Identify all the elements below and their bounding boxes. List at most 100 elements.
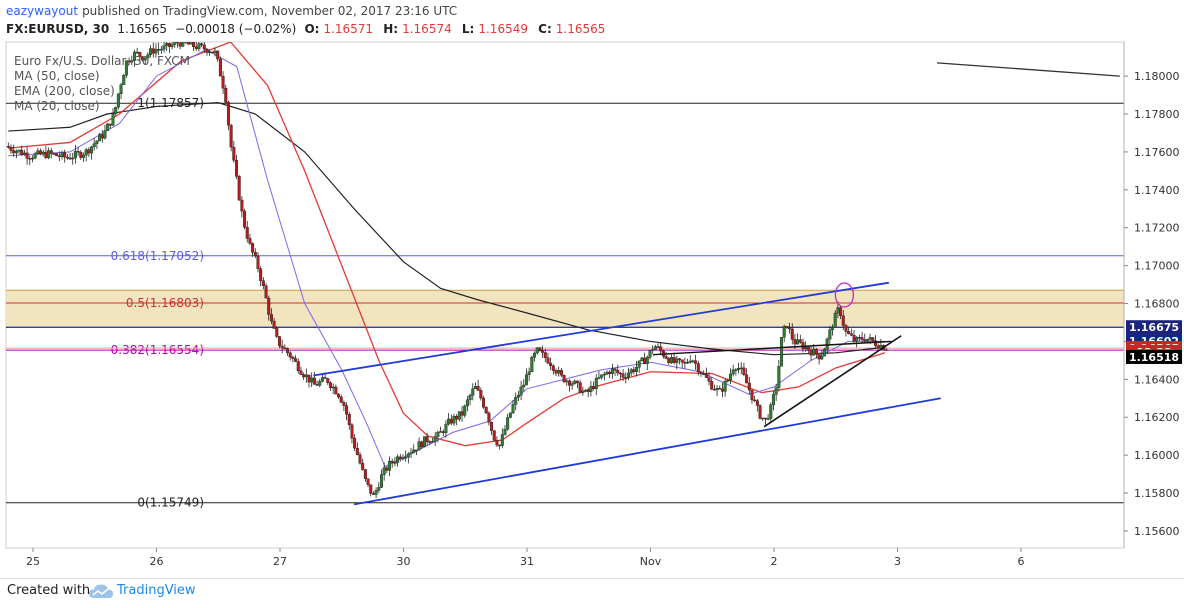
publish-line: eazywayout published on TradingView.com, … xyxy=(6,4,457,18)
candle-body xyxy=(782,325,786,338)
candle-body xyxy=(428,441,432,444)
candle-body xyxy=(737,368,741,370)
candle-body xyxy=(761,417,765,420)
price-tag-0: 1.16675 xyxy=(1126,320,1182,335)
candle-body xyxy=(683,362,687,364)
candle-body xyxy=(554,370,558,374)
tradingview-link[interactable]: TradingView xyxy=(117,583,196,598)
y-tick-label-9: 1.17400 xyxy=(1134,184,1180,197)
legend-ma50[interactable]: MA (50, close) xyxy=(14,69,100,83)
candle-body xyxy=(500,434,504,446)
candle-body xyxy=(753,399,757,402)
candle-body xyxy=(197,43,201,49)
candle-body xyxy=(232,146,236,161)
candle-body xyxy=(651,349,655,351)
candle-body xyxy=(729,373,733,381)
low-label: L: xyxy=(461,22,475,36)
candle-body xyxy=(804,346,808,349)
candle-body xyxy=(256,255,260,269)
candle-body xyxy=(108,123,112,126)
candle-body xyxy=(479,390,483,399)
candle-body xyxy=(159,48,163,51)
candle-body xyxy=(245,226,249,239)
candle-body xyxy=(355,447,359,455)
candle-body xyxy=(358,454,362,464)
candle-body xyxy=(745,374,749,384)
candle-body xyxy=(237,176,241,201)
candle-body xyxy=(471,388,475,396)
candle-body xyxy=(369,484,373,494)
candle-body xyxy=(648,350,652,358)
wedge-upper-line[interactable] xyxy=(652,340,892,356)
candle-body xyxy=(39,150,43,155)
candle-body xyxy=(645,357,649,364)
candle-body xyxy=(621,373,625,378)
candle-body xyxy=(430,441,434,443)
candle-body xyxy=(267,297,271,315)
channel-lower-line[interactable] xyxy=(353,397,941,506)
channel-upper-line[interactable] xyxy=(313,281,889,377)
candle-body xyxy=(468,395,472,401)
candle-body xyxy=(640,357,644,362)
candle-body xyxy=(84,149,88,156)
candle-body xyxy=(852,335,856,342)
y-axis[interactable]: 1.15600 1.15800 1.16000 1.16200 1.16400 1.166… xyxy=(1123,42,1180,548)
y-tick-label-11: 1.17800 xyxy=(1134,108,1180,121)
wedge-lower-line[interactable] xyxy=(763,335,902,428)
candles xyxy=(6,42,888,499)
author-link[interactable]: eazywayout xyxy=(6,4,79,18)
legend-ma20[interactable]: MA (20, close) xyxy=(14,99,100,113)
candle-body xyxy=(567,380,571,386)
candle-body xyxy=(839,307,843,316)
legend-ema200[interactable]: EMA (200, close) xyxy=(14,84,115,98)
candle-body xyxy=(798,339,802,343)
candle-body xyxy=(758,405,762,419)
candle-body xyxy=(243,210,247,228)
candle-body xyxy=(849,333,853,336)
y-tick-label-0: 1.15600 xyxy=(1134,525,1180,538)
candle-body xyxy=(347,414,351,426)
candle-body xyxy=(755,400,759,406)
candle-body xyxy=(720,388,724,392)
candle-body xyxy=(157,48,161,51)
candle-body xyxy=(371,493,375,495)
candle-body xyxy=(535,347,539,354)
candle-body xyxy=(307,374,311,383)
candle-body xyxy=(326,378,330,384)
high-value: 1.16574 xyxy=(402,22,452,36)
candle-body xyxy=(549,362,553,366)
price-tag-bg xyxy=(1126,349,1182,364)
candle-body xyxy=(323,377,327,379)
candle-body xyxy=(439,431,443,433)
candle-body xyxy=(589,386,593,392)
candle-body xyxy=(253,252,257,257)
candle-body xyxy=(847,331,851,334)
candle-body xyxy=(154,49,158,54)
candle-body xyxy=(742,367,746,375)
candle-body xyxy=(433,436,437,442)
x-tick-label-6: 2 xyxy=(771,555,778,568)
x-tick-label-8: 6 xyxy=(1018,555,1025,568)
candle-body xyxy=(296,361,300,372)
candle-body xyxy=(449,418,453,424)
legend-title: Euro Fx/U.S. Dollar, 30, FXCM xyxy=(14,54,190,68)
tradingview-cloud-icon[interactable] xyxy=(88,583,114,604)
candle-body xyxy=(151,48,155,54)
candle-body xyxy=(780,337,784,367)
symbol-label[interactable]: FX:EURUSD, 30 xyxy=(6,22,110,36)
top-trendline[interactable] xyxy=(936,62,1120,77)
candle-body xyxy=(538,347,542,352)
candle-body xyxy=(385,467,389,471)
candle-body xyxy=(41,151,45,155)
candle-body xyxy=(280,345,284,349)
y-tick-label-10: 1.17600 xyxy=(1134,146,1180,159)
highlight-ellipse[interactable] xyxy=(834,282,855,308)
candle-body xyxy=(205,48,209,53)
candle-body xyxy=(463,405,467,416)
candle-body xyxy=(235,160,239,177)
candle-body xyxy=(328,382,332,388)
candle-body xyxy=(106,123,110,131)
candle-body xyxy=(401,457,405,460)
x-axis[interactable]: 25 26 27 30 31 Nov 2 3 6 xyxy=(26,548,1025,568)
